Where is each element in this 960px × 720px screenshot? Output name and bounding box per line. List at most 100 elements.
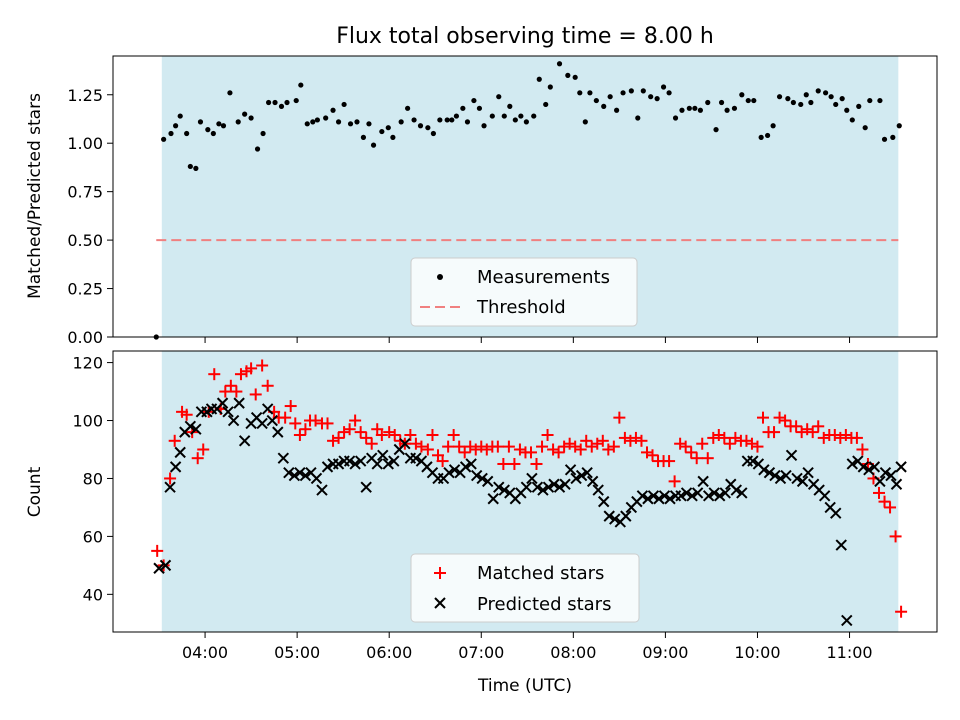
measurement-point bbox=[731, 105, 738, 111]
matched-star-point bbox=[279, 411, 292, 424]
x-axis-label: Time (UTC) bbox=[477, 676, 572, 696]
matched-star-point bbox=[674, 437, 687, 450]
measurement-point bbox=[536, 76, 542, 82]
predicted-star-point bbox=[233, 397, 245, 409]
measurement-point bbox=[828, 94, 834, 100]
y-tick-label: 1.25 bbox=[67, 86, 103, 105]
predicted-star-point bbox=[680, 487, 693, 499]
measurement-point bbox=[654, 96, 660, 102]
measurement-point bbox=[620, 90, 626, 96]
matched-star-point bbox=[850, 431, 863, 444]
matched-star-point bbox=[327, 434, 340, 447]
predicted-star-point bbox=[184, 420, 197, 433]
measurement-point bbox=[822, 90, 829, 96]
measurement-point bbox=[745, 97, 751, 104]
matched-star-point bbox=[234, 368, 247, 381]
matched-star-point bbox=[249, 388, 262, 401]
y-tick-label: 40 bbox=[83, 585, 103, 604]
measurement-point bbox=[867, 97, 873, 104]
matched-star-point bbox=[261, 379, 274, 392]
x-tick-label: 10:00 bbox=[734, 643, 780, 662]
measurement-point bbox=[607, 94, 613, 100]
predicted-star-point bbox=[780, 469, 792, 482]
matched-star-point bbox=[751, 440, 764, 453]
measurement-point bbox=[601, 103, 607, 109]
predicted-star-point bbox=[526, 472, 538, 485]
predicted-star-point bbox=[299, 469, 312, 482]
predicted-star-point bbox=[586, 475, 599, 488]
measurement-point bbox=[168, 130, 174, 137]
matched-star-point bbox=[230, 385, 243, 398]
x-tick-label: 05:00 bbox=[274, 643, 320, 662]
matched-star-point bbox=[690, 452, 703, 465]
matched-star-point bbox=[245, 362, 258, 375]
measurement-point bbox=[672, 115, 679, 121]
matched-star-point bbox=[197, 443, 210, 456]
matched-star-point bbox=[497, 457, 510, 470]
measurement-point bbox=[284, 99, 290, 106]
predicted-star-point bbox=[863, 464, 875, 476]
matched-star-point bbox=[508, 457, 521, 470]
matched-star-point bbox=[663, 455, 676, 468]
matched-star-point bbox=[795, 426, 808, 439]
measurement-point bbox=[272, 99, 278, 106]
matched-star-point bbox=[256, 359, 269, 372]
y-tick-label: 0.50 bbox=[67, 231, 103, 250]
measurement-point bbox=[411, 117, 417, 123]
measurement-point bbox=[453, 113, 460, 119]
predicted-star-point bbox=[802, 466, 814, 479]
ratio-y-axis-label: Matched/Predicted stars bbox=[25, 93, 45, 299]
matched-star-point bbox=[839, 429, 852, 442]
matched-star-point bbox=[375, 429, 388, 442]
measurement-point bbox=[265, 99, 272, 106]
measurement-point bbox=[235, 119, 241, 125]
predicted-star-point bbox=[288, 469, 301, 482]
measurement-point bbox=[390, 134, 396, 140]
matched-star-point bbox=[801, 423, 814, 436]
count-y-axis-label: Count bbox=[25, 466, 45, 517]
matched-star-point bbox=[289, 417, 302, 430]
measurement-point bbox=[877, 97, 883, 104]
predicted-star-point bbox=[691, 487, 704, 499]
measurement-point bbox=[785, 96, 791, 102]
measurement-point bbox=[713, 127, 719, 133]
measurement-point bbox=[173, 123, 179, 129]
matched-star-point bbox=[547, 443, 560, 456]
matched-star-point bbox=[447, 429, 460, 442]
matched-star-point bbox=[491, 440, 504, 453]
matched-star-point bbox=[872, 486, 885, 499]
x-tick-label: 08:00 bbox=[550, 643, 596, 662]
measurement-point bbox=[260, 130, 266, 137]
matched-star-point bbox=[828, 429, 841, 442]
y-tick-label: 1.00 bbox=[67, 134, 103, 153]
predicted-star-point bbox=[448, 464, 461, 476]
matched-star-point bbox=[563, 437, 576, 450]
measurement-point bbox=[648, 94, 654, 100]
matched-star-point bbox=[421, 443, 434, 456]
predicted-star-point bbox=[609, 513, 621, 525]
matched-star-point bbox=[569, 440, 582, 453]
matched-star-point bbox=[530, 457, 543, 470]
predicted-star-point bbox=[675, 490, 687, 502]
predicted-star-point bbox=[879, 466, 892, 479]
predicted-star-point bbox=[349, 458, 361, 470]
predicted-star-point bbox=[890, 478, 903, 490]
measurement-point bbox=[197, 119, 204, 125]
matched-star-point bbox=[668, 475, 681, 488]
predicted-star-point bbox=[310, 472, 323, 485]
measurement-point bbox=[444, 117, 450, 123]
matched-star-point bbox=[558, 440, 571, 453]
predicted-star-point bbox=[316, 484, 328, 496]
predicted-star-point bbox=[222, 406, 234, 418]
matched-star-point bbox=[299, 423, 312, 436]
measurement-point bbox=[347, 121, 354, 127]
matched-star-point bbox=[284, 400, 297, 413]
measurement-point bbox=[635, 115, 641, 121]
matched-star-point bbox=[596, 434, 609, 447]
predicted-star-point bbox=[256, 417, 268, 430]
predicted-star-point bbox=[354, 455, 367, 467]
x-tick-label: 09:00 bbox=[642, 643, 688, 662]
measurement-point bbox=[758, 134, 764, 140]
measurement-point bbox=[543, 101, 549, 108]
predicted-star-point bbox=[559, 478, 571, 490]
